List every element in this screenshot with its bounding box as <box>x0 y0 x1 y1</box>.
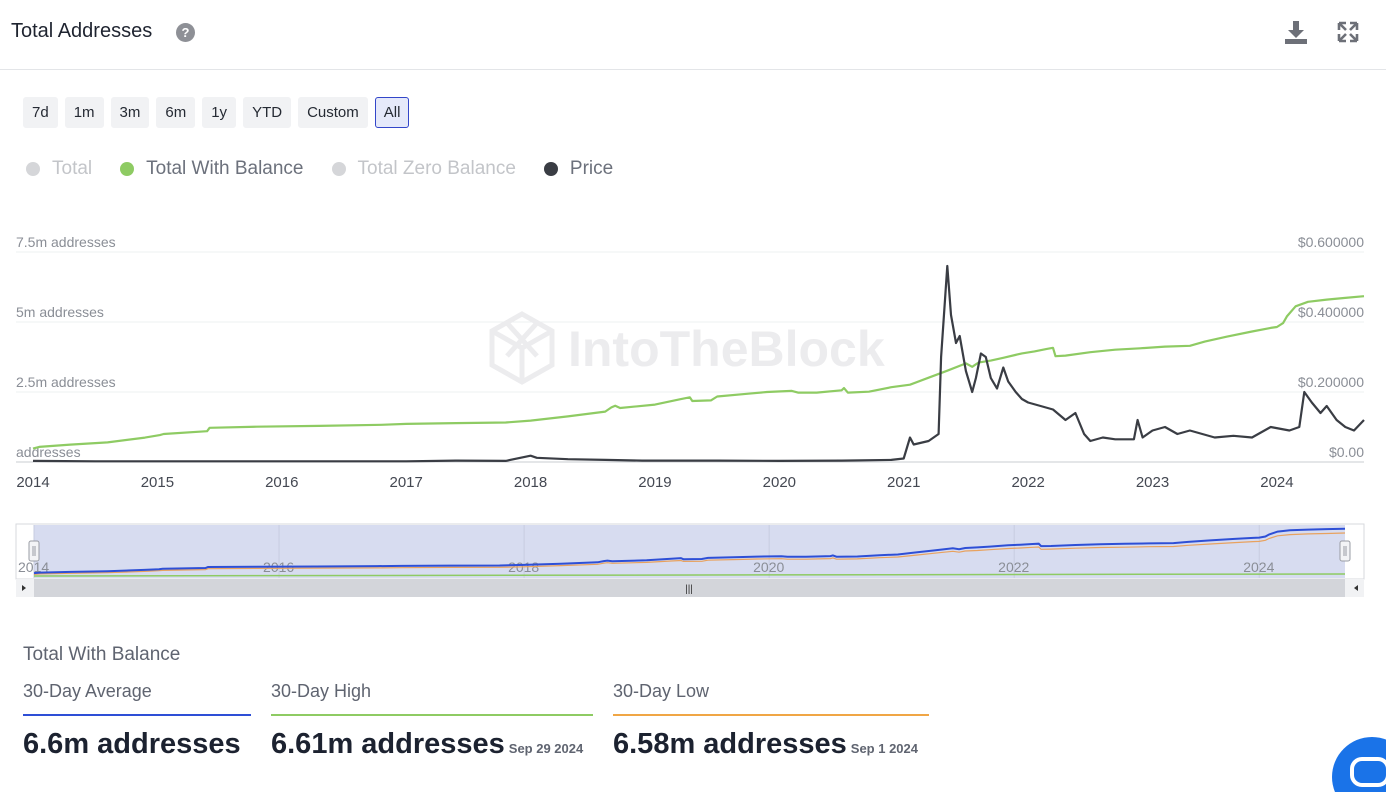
navigator-series-line <box>33 573 1346 577</box>
x-tick-label: 2022 <box>1011 474 1044 491</box>
range-button-custom[interactable]: Custom <box>298 97 368 128</box>
y-right-tick-label: $0.400000 <box>1298 304 1364 320</box>
scroll-left-arrow-icon[interactable] <box>22 585 26 591</box>
stat-label: 30-Day Average <box>23 681 152 701</box>
legend-label: Price <box>569 158 614 179</box>
navigator-selection[interactable] <box>34 525 1345 578</box>
legend-dot-icon <box>543 162 558 176</box>
help-icon[interactable]: ? <box>176 23 195 42</box>
series-line-price[interactable] <box>32 264 1365 463</box>
chart-header: Total Addresses ? <box>0 0 1386 70</box>
scroll-right-arrow-icon[interactable] <box>1354 585 1358 591</box>
legend-dot-icon <box>26 162 40 176</box>
stats-title: Total With Balance <box>23 644 181 665</box>
x-tick-label: 2021 <box>887 474 920 491</box>
stat-value: 6.58m addresses <box>613 728 847 760</box>
stat-30-day-low: 30-Day Low 6.58m addresses Sep 1 2024 <box>613 680 929 761</box>
x-tick-label: 2020 <box>763 474 796 491</box>
legend-dot-icon <box>120 162 135 176</box>
stat-30-day-average: 30-Day Average 6.6m addresses <box>23 680 251 761</box>
navigator-right-handle[interactable] <box>1339 540 1351 562</box>
navigator-series-line <box>33 532 1346 575</box>
x-tick-label: 2017 <box>389 474 422 491</box>
x-tick-label: 2024 <box>1260 474 1293 491</box>
stat-underline <box>23 714 251 716</box>
x-tick-label: 2014 <box>16 474 49 491</box>
scrollbar-grip-icon: ||| <box>685 584 693 595</box>
stat-value: 6.61m addresses <box>271 728 505 760</box>
chat-widget-button[interactable] <box>1332 737 1386 792</box>
legend-dot-icon <box>331 162 346 176</box>
chart-title: Total Addresses <box>11 20 153 42</box>
legend-label: Total With Balance <box>146 158 304 179</box>
legend-item-price[interactable]: Price <box>543 158 614 180</box>
stat-30-day-high: 30-Day High 6.61m addresses Sep 29 2024 <box>271 680 593 761</box>
chart-legend: Total Total With Balance Total Zero Bala… <box>26 158 641 180</box>
navigator-tick-label: 2020 <box>753 559 784 575</box>
chat-icon <box>1350 757 1386 787</box>
scrollbar-thumb[interactable] <box>34 579 1345 597</box>
watermark: IntoTheBlock <box>489 311 885 385</box>
navigator-tick-label: 2022 <box>998 559 1029 575</box>
range-selector: 7d 1m 3m 6m 1y YTD Custom All <box>23 97 410 128</box>
x-tick-label: 2023 <box>1136 474 1169 491</box>
legend-label: Total Zero Balance <box>357 158 516 179</box>
range-button-7d[interactable]: 7d <box>23 97 58 128</box>
x-tick-label: 2019 <box>638 474 671 491</box>
stat-label: 30-Day High <box>271 681 372 701</box>
legend-item-total[interactable]: Total <box>26 158 92 180</box>
legend-label: Total <box>52 158 93 179</box>
y-left-tick-label: addresses <box>16 444 81 460</box>
stat-label: 30-Day Low <box>613 681 710 701</box>
stat-underline <box>271 714 593 716</box>
y-right-tick-label: $0.00 <box>1329 444 1364 460</box>
stat-date: Sep 1 2024 <box>850 741 918 756</box>
expand-icon[interactable] <box>1334 18 1362 46</box>
y-right-tick-label: $0.200000 <box>1298 374 1364 390</box>
navigator-tick-label: 2014 <box>18 559 49 575</box>
x-tick-label: 2018 <box>514 474 547 491</box>
navigator[interactable]: 2014 2016 2018 2020 2022 2024 ||| <box>0 518 1386 602</box>
navigator-tick-label: 2024 <box>1243 559 1274 575</box>
main-chart[interactable]: IntoTheBlock 7.5m addresses 5m addresses 2… <box>0 225 1386 500</box>
range-button-ytd[interactable]: YTD <box>243 97 292 128</box>
stat-date: Sep 29 2024 <box>508 741 584 756</box>
range-button-6m[interactable]: 6m <box>156 97 196 128</box>
series-line-total-with-balance[interactable] <box>32 295 1365 450</box>
download-icon[interactable] <box>1282 18 1310 46</box>
stat-underline <box>613 714 929 716</box>
navigator-left-handle[interactable] <box>28 540 40 562</box>
navigator-series-line <box>33 527 1346 575</box>
range-button-all[interactable]: All <box>374 97 410 128</box>
legend-item-total-with-balance[interactable]: Total With Balance <box>120 158 304 180</box>
x-tick-label: 2016 <box>265 474 298 491</box>
range-button-1y[interactable]: 1y <box>202 97 237 128</box>
range-button-3m[interactable]: 3m <box>110 97 150 128</box>
y-left-tick-label: 5m addresses <box>16 304 104 320</box>
y-left-tick-label: 7.5m addresses <box>16 234 116 250</box>
x-tick-label: 2015 <box>141 474 174 491</box>
y-right-tick-label: $0.600000 <box>1298 234 1364 250</box>
y-left-tick-label: 2.5m addresses <box>16 374 116 390</box>
range-button-1m[interactable]: 1m <box>64 97 104 128</box>
legend-item-total-zero-balance[interactable]: Total Zero Balance <box>331 158 516 180</box>
watermark-text: IntoTheBlock <box>568 321 885 377</box>
stat-value: 6.6m addresses <box>23 728 241 760</box>
